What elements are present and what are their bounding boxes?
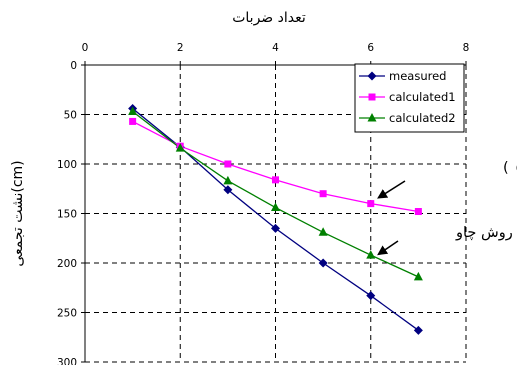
data-point-measured: [223, 185, 233, 195]
annotation-arrow-proposed: [377, 180, 406, 199]
data-point-calculated1: [129, 117, 137, 125]
y-tick-label: 150: [57, 209, 77, 221]
data-point-calculated1: [319, 190, 327, 198]
x-tick-label: 2: [177, 42, 184, 54]
x-tick-label: 0: [82, 42, 89, 54]
data-point-calculated2: [366, 250, 376, 259]
data-point-calculated2: [271, 202, 280, 212]
y-tick-label: 200: [57, 258, 77, 270]
data-point-calculated1: [224, 160, 232, 168]
data-point-calculated2: [318, 227, 328, 236]
data-point-measured: [318, 258, 328, 268]
x-axis-title: تعداد ضربات: [232, 10, 306, 26]
legend: measured calculated1 calculated2: [354, 63, 465, 133]
x-tick-label: 4: [272, 42, 279, 54]
data-point-measured: [271, 223, 280, 233]
data-point-calculated2: [223, 175, 233, 185]
legend-swatch-marker: [367, 113, 377, 122]
x-axis-tick-labels: 0 2 4 6 8: [82, 42, 470, 54]
legend-swatch-marker: [367, 71, 377, 81]
data-point-measured: [413, 325, 423, 335]
annotation-chow-method: روش چاو: [455, 225, 513, 241]
y-tick-label: 50: [64, 110, 77, 122]
data-point-calculated1: [367, 200, 375, 208]
annotation-arrow-chow: [377, 240, 399, 256]
data-point-calculated2: [175, 143, 185, 152]
annotation-proposed-method: روش پیشنهادی(افزایش ضریب α ): [503, 153, 517, 178]
data-point-calculated2: [413, 271, 423, 281]
legend-label-calculated1: calculated1: [389, 90, 456, 104]
y-tick-label: 100: [57, 159, 77, 171]
x-tick-label: 6: [367, 42, 374, 54]
data-point-calculated1: [414, 208, 422, 216]
y-tick-label: 300: [57, 357, 77, 365]
x-tick-label: 8: [463, 42, 470, 54]
data-point-calculated1: [272, 176, 279, 184]
legend-label-calculated2: calculated2: [389, 111, 456, 125]
y-tick-label: 250: [57, 308, 77, 320]
y-axis-tick-labels: 0 50 100 150 200 250 300: [57, 60, 77, 365]
series-markers: [128, 104, 423, 335]
axis-tick-marks: [81, 61, 467, 363]
legend-label-measured: measured: [389, 69, 446, 83]
legend-swatch-marker: [368, 93, 376, 101]
y-axis-title: نشت تجمعی(cm): [10, 160, 26, 266]
data-point-measured: [366, 291, 376, 301]
y-tick-label: 0: [70, 60, 77, 72]
annotations: روش پیشنهادی(افزایش ضریب α ) روش چاو: [377, 153, 517, 256]
data-point-calculated2: [128, 106, 138, 116]
